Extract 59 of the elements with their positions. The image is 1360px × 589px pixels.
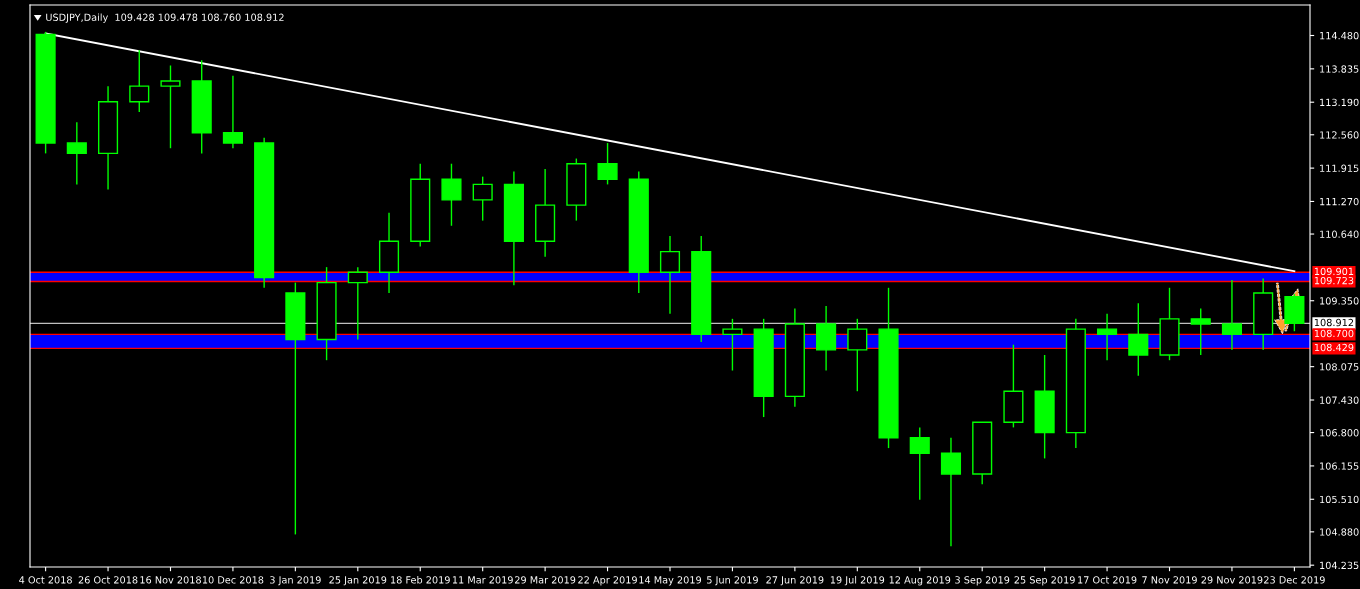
x-tick-label: 16 Nov 2018: [140, 576, 201, 584]
y-tick-label: 108.075: [1320, 363, 1359, 371]
x-tick-label: 27 Jun 2019: [766, 576, 824, 586]
x-tick-label: 14 May 2019: [639, 576, 702, 586]
ref-line-label: 108.912: [1314, 318, 1354, 327]
x-tick-label: 3 Sep 2019: [955, 576, 1010, 586]
x-tick-label: 4 Oct 2018: [19, 576, 72, 584]
x-tick-label: 25 Jan 2019: [329, 576, 387, 586]
candlestick: [659, 235, 681, 315]
ref-line-label: 109.901: [1314, 267, 1354, 276]
candlestick: [347, 266, 368, 341]
x-tick-label: 22 Apr 2019: [578, 576, 637, 586]
x-tick-label: 3 Jan 2019: [270, 576, 321, 586]
y-tick-label: 114.480: [1320, 31, 1359, 40]
candlestick: [160, 64, 181, 149]
candlestick: [129, 49, 150, 113]
x-tick-label: 10 Dec 2018: [202, 576, 264, 584]
y-tick-label: 107.430: [1320, 396, 1359, 404]
candlestick: [472, 175, 493, 222]
ref-line-label: 108.429: [1314, 343, 1354, 352]
candlestick: [222, 75, 243, 149]
y-tick-label: 110.640: [1320, 230, 1359, 238]
candlestick: [847, 318, 868, 392]
y-tick-label: 113.190: [1320, 98, 1359, 107]
y-tick-label: 104.880: [1320, 528, 1359, 536]
y-tick-label: 104.235: [1320, 561, 1359, 570]
ref-line-label: 108.700: [1314, 329, 1354, 338]
y-tick-label: 113.835: [1320, 65, 1359, 73]
candlestick: [597, 142, 618, 186]
x-tick-label: 12 Aug 2019: [889, 576, 951, 586]
x-tick-label: 19 Jul 2019: [830, 576, 885, 586]
candlestick: [1128, 302, 1149, 377]
y-tick-label: 111.270: [1320, 197, 1359, 206]
candlestick: [441, 163, 462, 227]
x-tick-label: 5 Jun 2019: [707, 576, 758, 586]
x-tick-label: 7 Nov 2019: [1142, 576, 1197, 584]
ref-line-label: 109.723: [1314, 276, 1354, 285]
candlestick: [909, 426, 930, 501]
x-tick-label: 29 Mar 2019: [515, 576, 576, 584]
x-tick-label: 29 Nov 2019: [1201, 576, 1263, 584]
candlestick: [1221, 279, 1243, 351]
candlestick: [722, 318, 743, 372]
y-tick-label: 106.155: [1320, 462, 1359, 470]
candlestick: [940, 437, 962, 548]
x-tick-label: 23 Dec 2019: [1264, 576, 1325, 584]
candlestick: [1190, 307, 1211, 356]
y-tick-label: 111.915: [1320, 164, 1359, 172]
y-tick-label: 109.350: [1320, 297, 1359, 305]
x-tick-label: 26 Oct 2018: [78, 576, 138, 584]
text: USDJPY,Daily 109.428 109.478 108.760 108.912: [46, 13, 284, 23]
x-tick-label: 11 Mar 2019: [452, 576, 513, 584]
y-tick-label: 106.800: [1320, 429, 1359, 437]
y-tick-label: 112.560: [1320, 131, 1359, 139]
candlestick: [1097, 312, 1118, 361]
candlestick: [66, 121, 87, 186]
x-tick-label: 18 Feb 2019: [391, 576, 450, 584]
x-tick-label: 25 Sep 2019: [1014, 576, 1075, 586]
x-tick-label: 17 Oct 2019: [1078, 576, 1137, 584]
y-tick-label: 105.510: [1320, 495, 1359, 504]
